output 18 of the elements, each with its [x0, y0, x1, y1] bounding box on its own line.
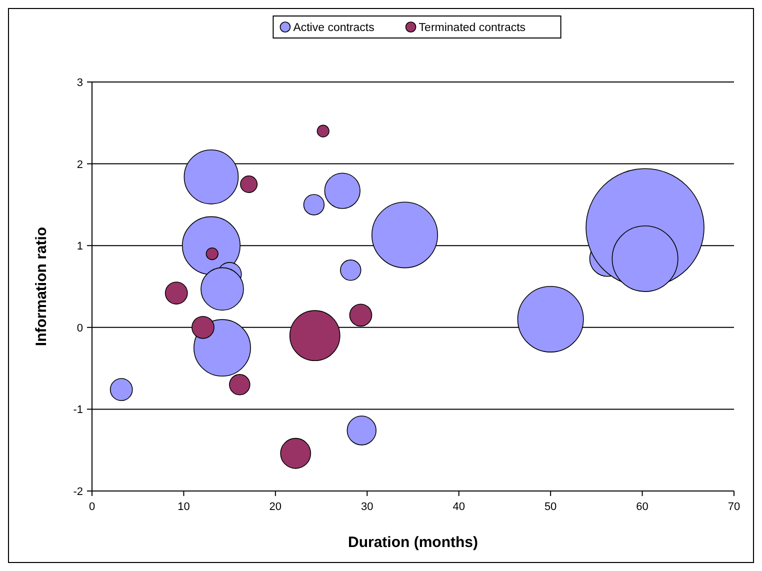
y-tick-label: 3	[76, 77, 83, 89]
legend-label: Active contracts	[293, 22, 375, 34]
x-tick-label: 40	[452, 501, 465, 513]
x-tick-label: 50	[544, 501, 557, 513]
x-tick-label: 30	[361, 501, 374, 513]
y-tick-label: 2	[76, 158, 83, 171]
y-tick-label: -2	[73, 486, 83, 498]
x-axis-title: Duration (months)	[348, 534, 478, 551]
y-tick-label: 1	[76, 240, 83, 253]
x-tick-label: 0	[88, 501, 96, 513]
y-tick-label: 0	[76, 322, 83, 334]
y-axis-title: Information ratio	[33, 226, 50, 346]
x-tick-label: 20	[269, 501, 282, 513]
legend-label: Terminated contracts	[418, 22, 526, 34]
x-tick-label: 60	[636, 501, 648, 513]
y-tick-label: -1	[73, 404, 83, 416]
x-tick-label: 10	[178, 501, 190, 513]
x-tick-label: 70	[728, 501, 740, 513]
